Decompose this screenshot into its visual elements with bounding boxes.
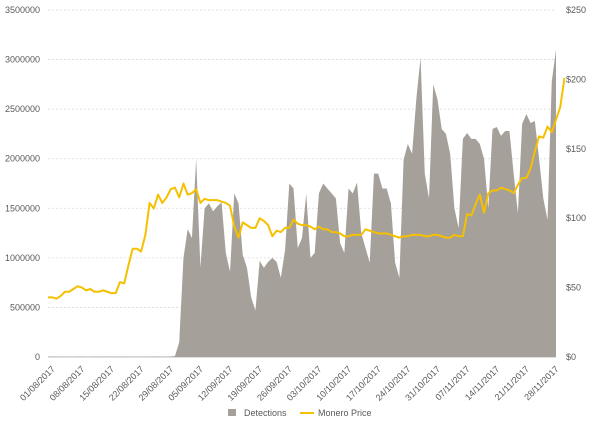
legend: Detections Monero Price [228,408,372,418]
legend-item: Detections [228,408,287,418]
legend-label: Monero Price [318,408,372,418]
y-tick-label: 3000000 [5,55,40,65]
y-tick-label: 500000 [10,302,40,312]
y-tick-label: 0 [35,352,40,362]
legend-item: Monero Price [300,408,372,418]
y2-tick-label: $50 [566,283,581,293]
y2-tick-label: $200 [566,74,586,84]
y2-tick-label: $250 [566,5,586,15]
monero-price-line [48,77,566,300]
y2-tick-label: $150 [566,144,586,154]
y-tick-label: 1000000 [5,253,40,263]
y-tick-label: 2500000 [5,104,40,114]
legend-label: Detections [244,408,287,418]
y-axis-right-ticks: $0 $50 $100 $150 $200 $250 [566,5,586,362]
y-axis-left-ticks: 0 500000 1000000 1500000 2000000 2500000 30000… [5,5,40,362]
detections-area [48,49,556,357]
y2-tick-label: $100 [566,213,586,223]
y-tick-label: 3500000 [5,5,40,15]
y2-tick-label: $0 [566,352,576,362]
y-tick-label: 1500000 [5,203,40,213]
x-axis-ticks: 01/08/201708/08/201715/08/201722/08/2017… [18,364,561,403]
y-tick-label: 2000000 [5,154,40,164]
legend-swatch [228,409,236,416]
